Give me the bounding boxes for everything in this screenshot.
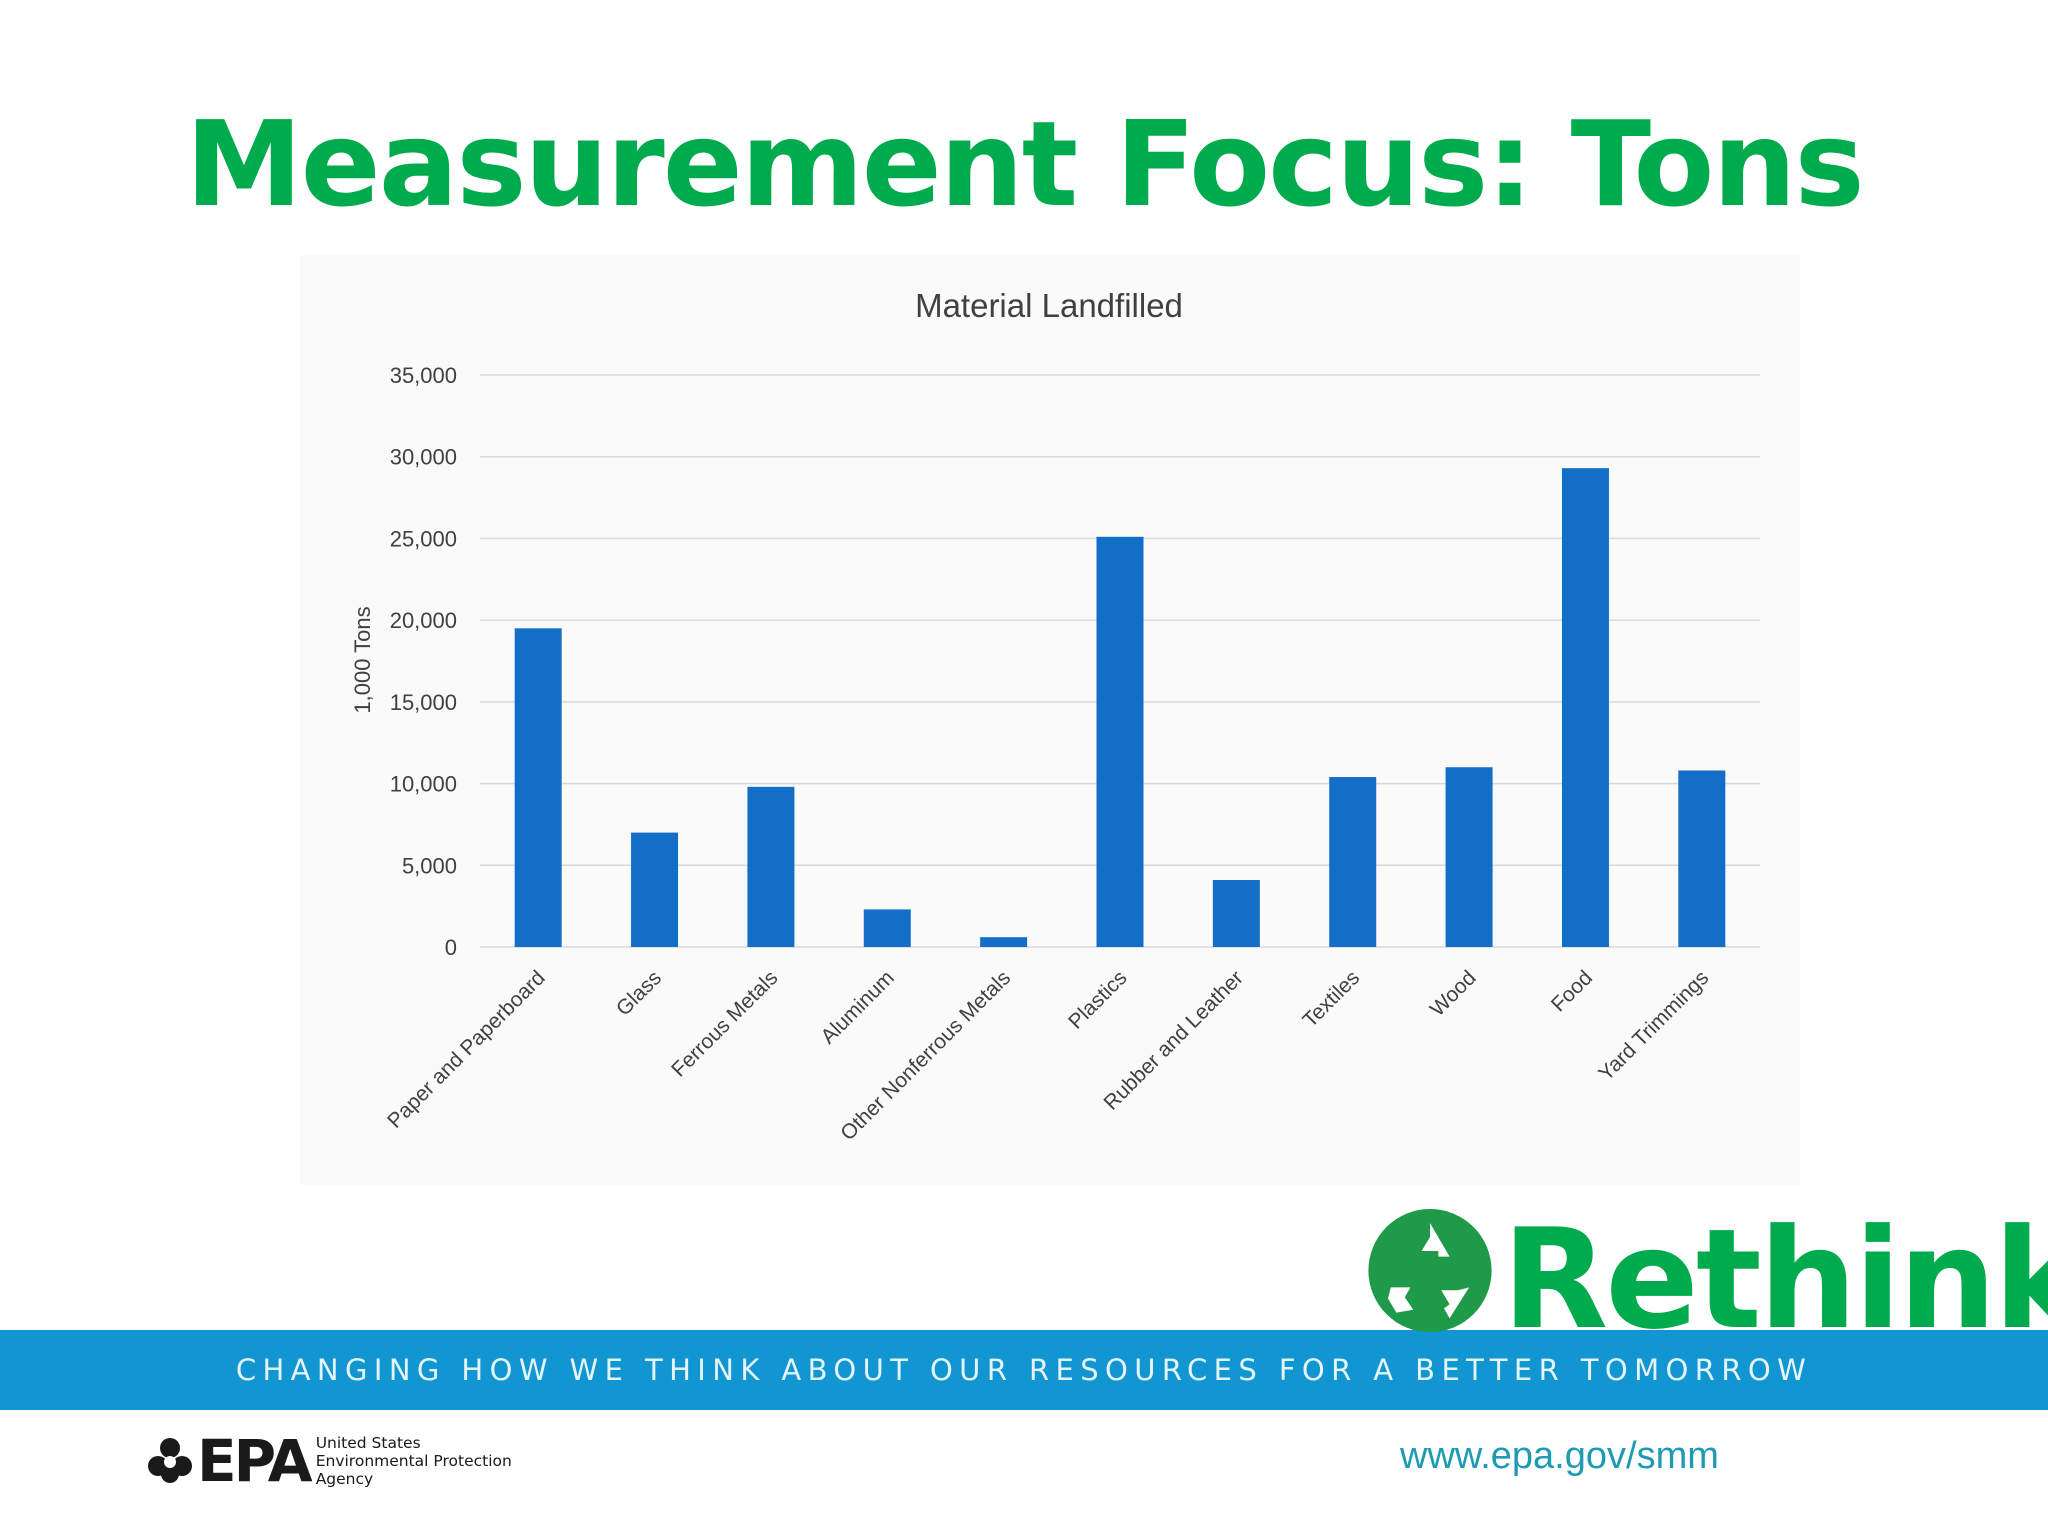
footer-url[interactable]: www.epa.gov/smm [1400, 1435, 1719, 1477]
bar [747, 786, 795, 947]
y-tick-label: 0 [445, 935, 457, 960]
chart-panel: Material Landfilled 1,000 Tons 0 5,000 10,… [300, 255, 1800, 1185]
x-axis-ticks: Paper and Paperboard Glass Ferrous Metals A… [383, 966, 1713, 1145]
epa-agency-name: United States Environmental Protection A… [316, 1434, 512, 1488]
y-tick-label: 5,000 [402, 853, 457, 878]
banner-tagline: CHANGING HOW WE THINK ABOUT OUR RESOURCE… [235, 1353, 1813, 1387]
x-tick-label: Wood [1426, 966, 1481, 1021]
slide-title: Measurement Focus: Tons [185, 95, 1865, 233]
epa-wordmark: EPA [197, 1427, 313, 1495]
recycle-icon [1368, 1209, 1492, 1333]
y-tick-label: 20,000 [390, 608, 457, 633]
epa-logo: EPA United States Environmental Protecti… [145, 1432, 512, 1490]
bar [1445, 767, 1493, 947]
rethink-logo: Rethink [1360, 1195, 2048, 1349]
y-tick-label: 30,000 [390, 445, 457, 470]
epa-agency-line: Environmental Protection [315, 1452, 512, 1470]
y-tick-label: 35,000 [390, 363, 457, 388]
bar [1212, 879, 1260, 947]
bar [1561, 468, 1609, 947]
banner-strip [0, 1330, 2048, 1410]
bar [980, 937, 1028, 947]
bars [514, 468, 1726, 947]
bar [863, 909, 911, 947]
chart-title: Material Landfilled [915, 287, 1183, 324]
y-tick-label: 15,000 [390, 690, 457, 715]
x-tick-label: Aluminum [817, 966, 899, 1048]
y-tick-label: 25,000 [390, 526, 457, 551]
bar-chart: Material Landfilled 1,000 Tons 0 5,000 10,… [350, 287, 1760, 1145]
x-tick-label: Textiles [1298, 966, 1364, 1032]
y-tick-label: 10,000 [390, 772, 457, 797]
epa-agency-line: United States [315, 1434, 421, 1452]
bar [1096, 536, 1144, 947]
bar [1678, 770, 1726, 947]
epa-flower-icon [148, 1438, 192, 1483]
x-tick-label: Paper and Paperboard [383, 966, 550, 1133]
epa-agency-line: Agency [315, 1470, 374, 1488]
rethink-wordmark: Rethink [1502, 1199, 2048, 1360]
y-axis-ticks: 0 5,000 10,000 15,000 20,000 25,000 30,000 35,0… [390, 363, 457, 960]
x-tick-label: Plastics [1064, 966, 1131, 1033]
x-tick-label: Food [1547, 966, 1597, 1016]
bar [1329, 777, 1377, 947]
x-tick-label: Yard Trimmings [1594, 966, 1713, 1085]
bar [631, 832, 679, 947]
x-tick-label: Glass [612, 966, 666, 1020]
bar [514, 628, 562, 947]
x-tick-label: Ferrous Metals [667, 966, 782, 1081]
y-axis-label: 1,000 Tons [350, 606, 375, 713]
